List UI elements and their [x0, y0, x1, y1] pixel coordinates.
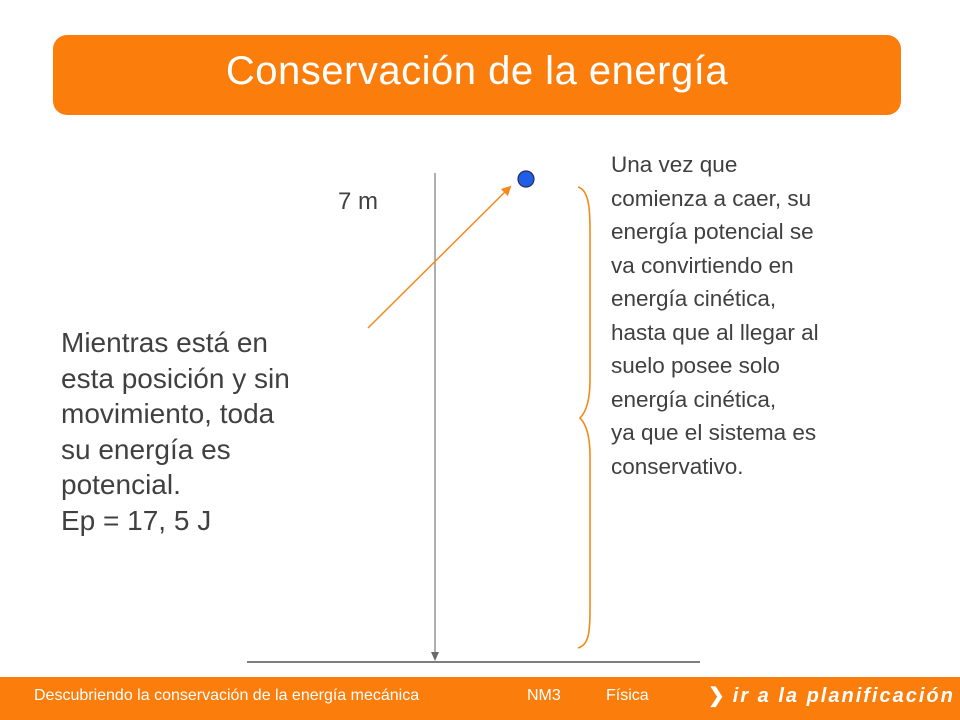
footer-course: Descubriendo la conservación de la energ…: [34, 687, 420, 704]
pointer-arrow: [367, 185, 512, 329]
right-text-line: hasta que al llegar al: [611, 319, 819, 345]
right-text-line: comienza a caer, su: [611, 185, 812, 211]
right-text-line: suelo posee solo: [611, 353, 780, 378]
footer-bar: Descubriendo la conservación de la energ…: [0, 677, 960, 720]
right-text-line: Una vez que: [611, 152, 738, 177]
left-text-line: Ep = 17, 5 J: [61, 504, 212, 536]
planning-link[interactable]: ❯ ir a la planificación: [708, 683, 955, 708]
right-text-line: energía cinética,: [611, 286, 777, 311]
right-text-line: energía cinética,: [611, 386, 777, 412]
left-text-line: Mientras está en: [61, 327, 268, 358]
right-text-line: energía potencial se: [611, 219, 814, 244]
title-bar: Conservación de la energía: [53, 35, 901, 115]
curly-brace: [577, 186, 591, 649]
right-text-line: va convirtiendo en: [611, 252, 794, 278]
ball: [517, 170, 535, 188]
left-text-line: movimiento, toda: [61, 398, 275, 429]
right-text-line: ya que el sistema es: [611, 420, 817, 445]
right-text-line: conservativo.: [611, 453, 744, 479]
slide-title: Conservación de la energía: [225, 49, 729, 93]
left-text-block: Mientras está en esta posición y sin mov…: [61, 325, 371, 538]
height-label: 7 m: [338, 188, 379, 215]
left-text-line: potencial.: [61, 469, 181, 500]
chevron-right-icon: ❯: [708, 685, 727, 707]
footer-level: NM3: [527, 687, 561, 704]
left-text-line: esta posición y sin: [61, 362, 290, 394]
footer-subject: Física: [606, 687, 649, 704]
planning-link-label: ir a la planificación: [732, 685, 955, 707]
left-text-line: su energía es: [61, 433, 231, 465]
height-line-arrowhead: [431, 652, 439, 661]
right-text-block: Una vez que comienza a caer, su energía …: [611, 148, 911, 483]
